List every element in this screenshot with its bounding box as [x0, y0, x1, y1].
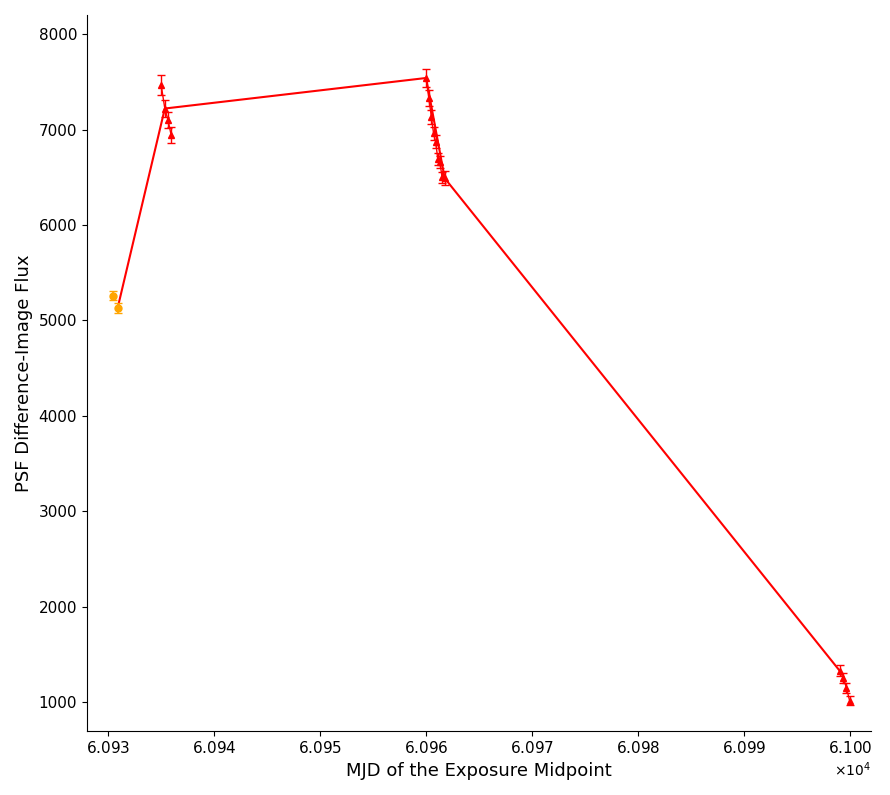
- Y-axis label: PSF Difference-Image Flux: PSF Difference-Image Flux: [15, 254, 33, 491]
- X-axis label: MJD of the Exposure Midpoint: MJD of the Exposure Midpoint: [346, 762, 612, 780]
